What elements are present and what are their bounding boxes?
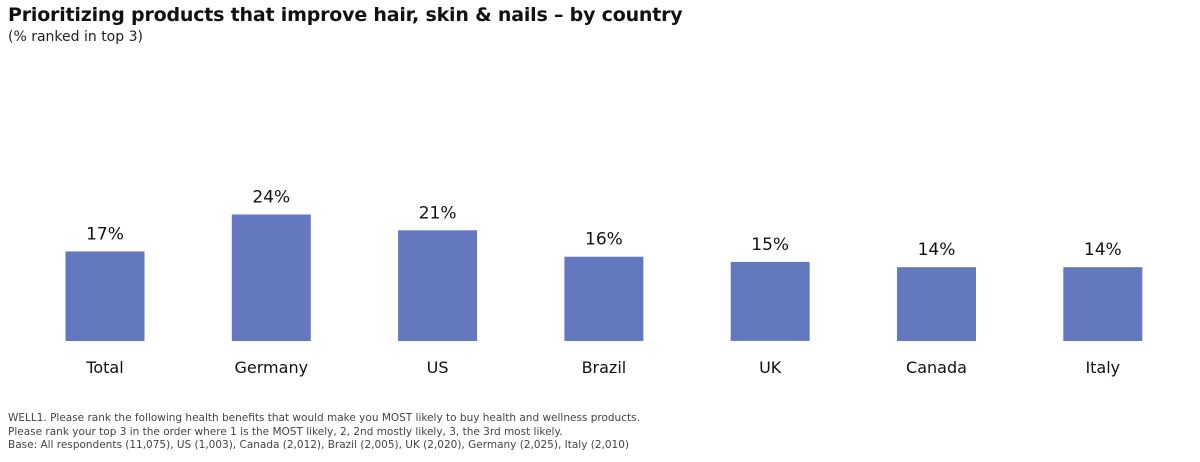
category-label-italy: Italy [1085,358,1120,377]
bar-uk [730,261,810,341]
category-label-germany: Germany [235,358,309,377]
value-label-us: 21% [419,203,457,223]
category-label-uk: UK [759,358,782,377]
bar-italy [1063,267,1143,341]
bar-us [398,230,478,341]
bar-germany [231,214,311,341]
bar-canada [897,267,976,341]
footnote-instructions: Please rank your top 3 in the order wher… [8,425,563,438]
chart-title: Prioritizing products that improve hair,… [8,4,683,26]
bar-brazil [564,256,644,341]
value-label-canada: 14% [918,240,956,260]
value-label-total: 17% [86,224,124,244]
bar-total [65,251,145,341]
value-label-italy: 14% [1084,240,1122,260]
value-label-uk: 15% [751,235,789,255]
footnote-question: WELL1. Please rank the following health … [8,412,640,424]
category-label-us: US [427,358,449,377]
footnote-base: Base: All respondents (11,075), US (1,00… [8,439,630,451]
value-label-germany: 24% [252,188,290,208]
bar-chart: 17% Total 24% Germany 21% US 16% Brazil 15% UK 14%… [65,188,1143,377]
category-label-total: Total [85,358,123,377]
category-label-brazil: Brazil [582,358,627,377]
footnotes: WELL1. Please rank the following health … [8,412,640,453]
value-label-brazil: 16% [585,230,623,250]
chart-subtitle: (% ranked in top 3) [8,29,143,45]
category-label-canada: Canada [906,358,967,377]
